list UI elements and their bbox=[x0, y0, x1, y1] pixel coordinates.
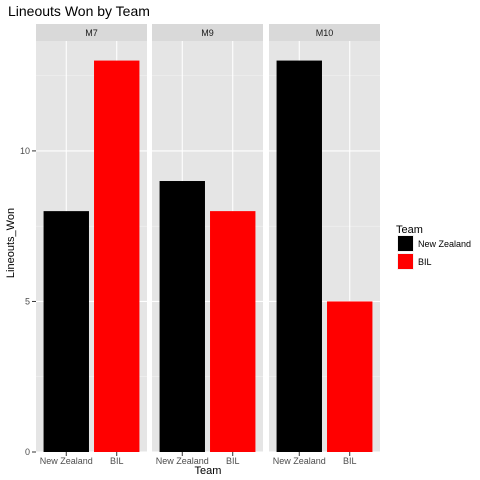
bar-m9-bil bbox=[210, 211, 256, 452]
y-tick-label: 10 bbox=[20, 146, 30, 156]
bar-m7-bil bbox=[94, 60, 140, 452]
facet-m10: M10 New Zealand BIL bbox=[269, 24, 380, 466]
legend-label: BIL bbox=[418, 257, 432, 267]
bar-m7-new-zealand bbox=[43, 211, 89, 452]
x-tick-label: New Zealand bbox=[156, 456, 209, 466]
x-tick-label: BIL bbox=[343, 456, 357, 466]
facet-strip-label: M7 bbox=[85, 28, 98, 38]
legend-item: New Zealand bbox=[397, 235, 471, 252]
x-tick-label: New Zealand bbox=[40, 456, 93, 466]
bar-m9-new-zealand bbox=[159, 181, 205, 452]
legend-title: Team bbox=[396, 224, 423, 236]
facet-strip bbox=[152, 24, 263, 41]
legend-label: New Zealand bbox=[418, 239, 471, 249]
bar-m10-new-zealand bbox=[276, 60, 322, 452]
bar-m10-bil bbox=[327, 301, 373, 452]
legend-swatch bbox=[398, 236, 413, 251]
x-tick-label: New Zealand bbox=[273, 456, 326, 466]
facet-panels: M7 New Zealand BIL M9 New Zealand BIL M10 New Z… bbox=[36, 24, 380, 466]
x-tick-label: BIL bbox=[226, 456, 240, 466]
x-axis-title: Team bbox=[195, 465, 222, 477]
legend: Team New Zealand BIL bbox=[396, 224, 471, 270]
facet-strip-label: M9 bbox=[201, 28, 214, 38]
x-tick-label: BIL bbox=[110, 456, 124, 466]
y-axis: 0 5 10 bbox=[20, 146, 36, 457]
facet-m7: M7 New Zealand BIL bbox=[36, 24, 147, 466]
y-axis-title: Lineouts_Won bbox=[5, 208, 17, 278]
facet-m9: M9 New Zealand BIL bbox=[152, 24, 263, 466]
legend-item: BIL bbox=[397, 253, 432, 270]
legend-swatch bbox=[398, 254, 413, 269]
chart-title: Lineouts Won by Team bbox=[8, 3, 150, 19]
facet-strip-label: M10 bbox=[316, 28, 334, 38]
y-tick-label: 5 bbox=[25, 296, 30, 306]
facet-strip bbox=[269, 24, 380, 41]
y-tick-label: 0 bbox=[25, 447, 30, 457]
facet-strip bbox=[36, 24, 147, 41]
